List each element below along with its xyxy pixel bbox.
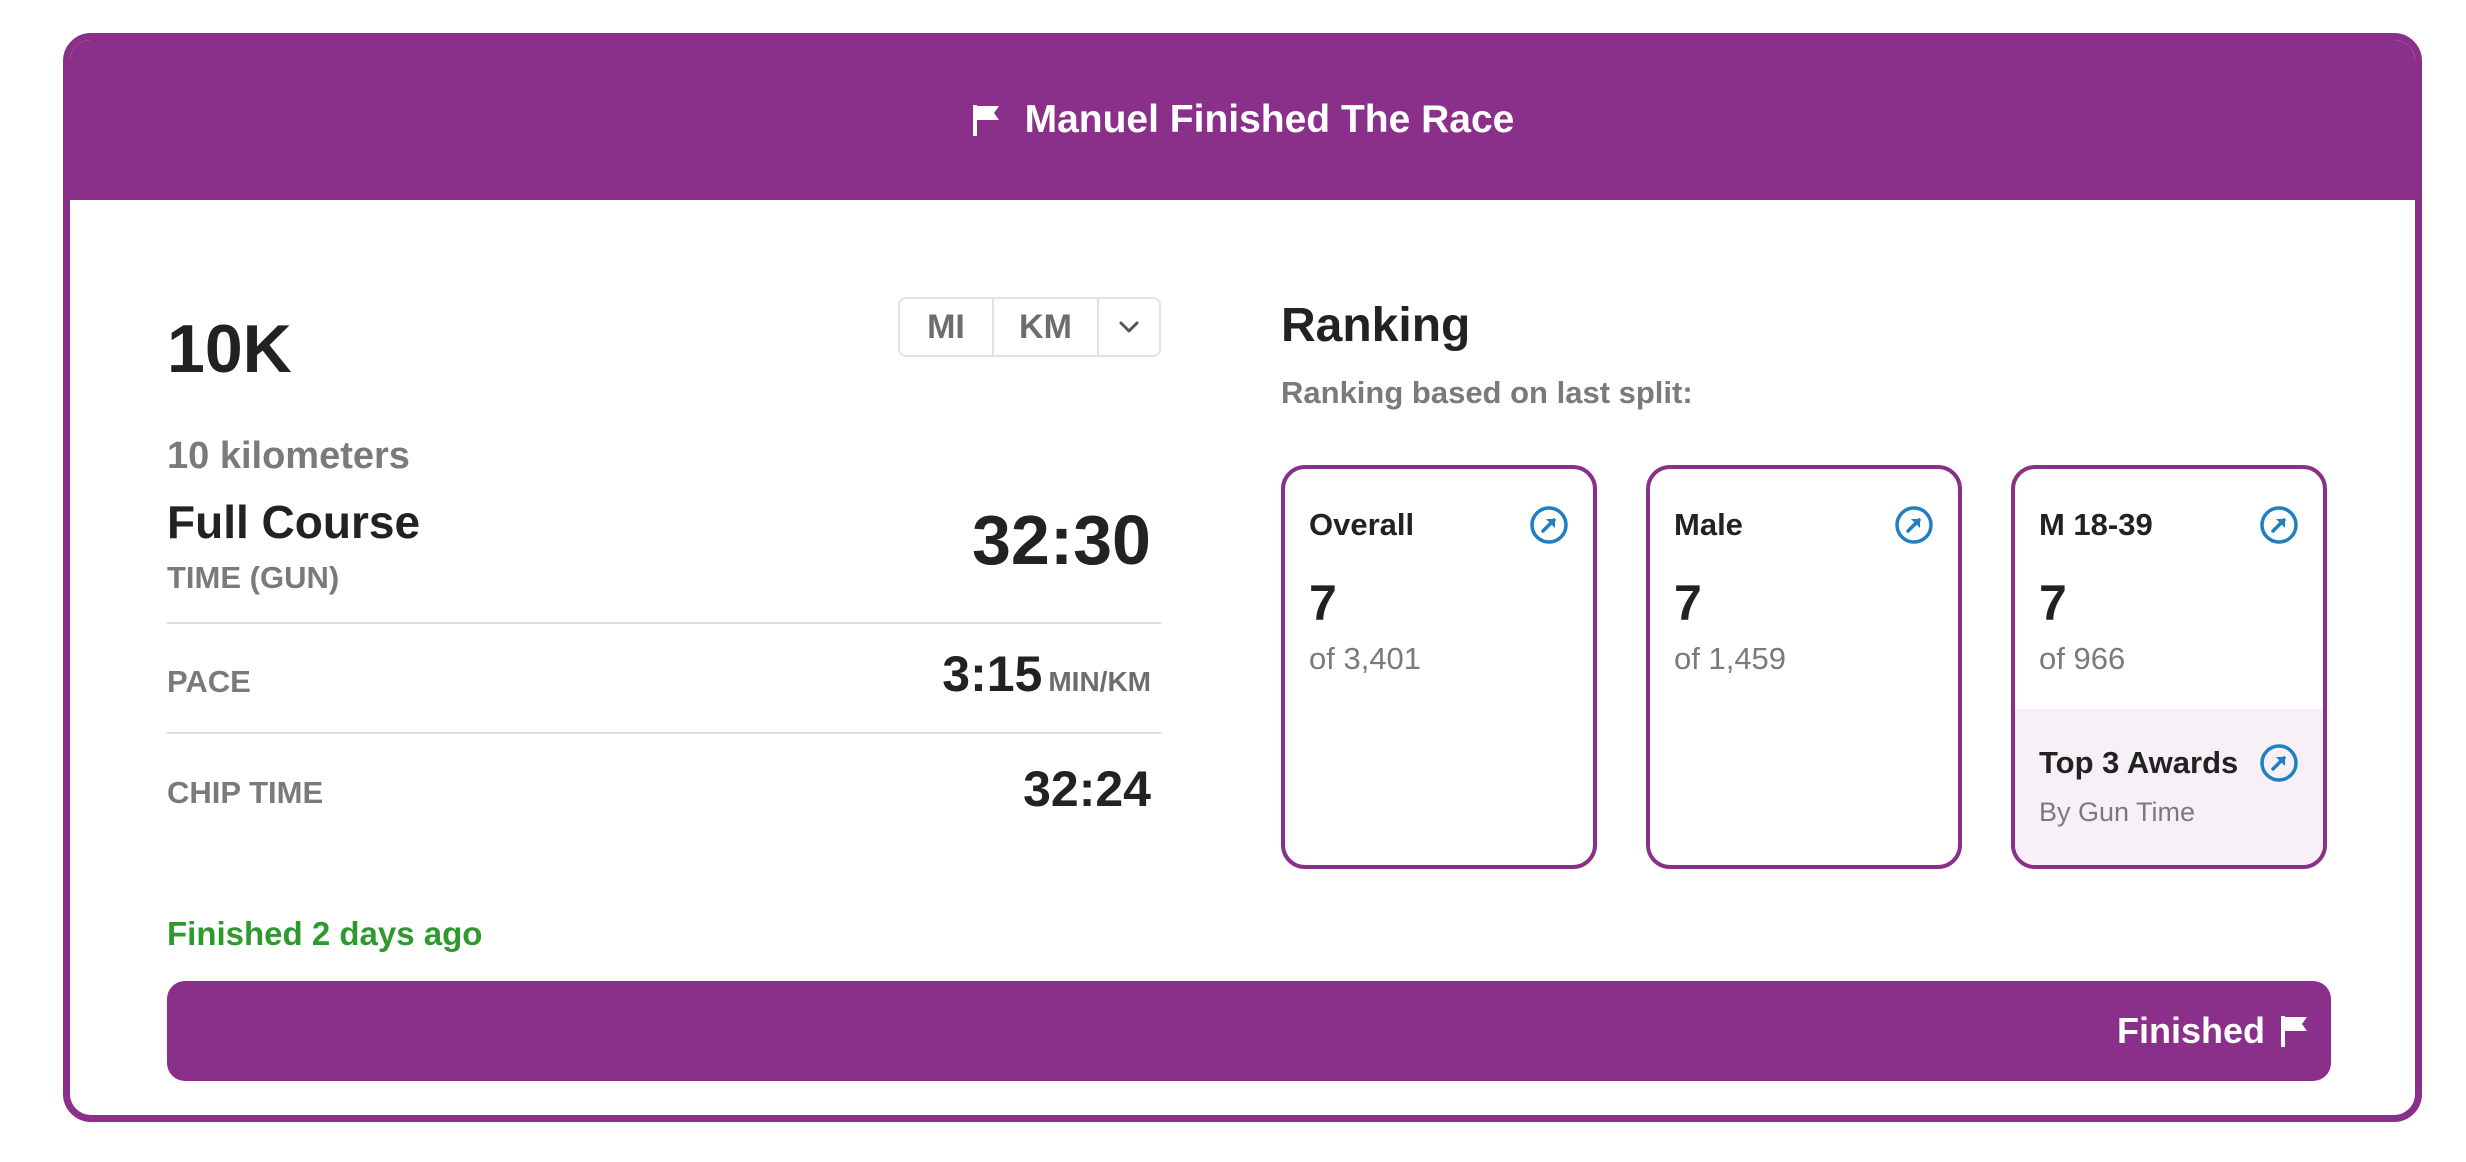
arrow-up-right-circle-icon[interactable]: [1529, 505, 1569, 545]
chip-time-value: 32:24: [1023, 761, 1151, 817]
ranking-place: 7: [2039, 575, 2067, 631]
gun-time-value: 32:30: [971, 501, 1151, 579]
unit-km-button[interactable]: KM: [994, 299, 1099, 355]
status-label: Finished: [2116, 1010, 2265, 1051]
card-header: Manuel Finished The Race: [70, 40, 2415, 200]
pace-unit: MIN/KM: [1048, 666, 1151, 697]
ranking-card-name: M 18-39: [2039, 507, 2153, 542]
ranking-total: of 3,401: [1309, 641, 1422, 676]
ranking-card-overall[interactable]: Overall 7 of 3,401: [1281, 465, 1597, 869]
ranking-total: of 966: [2039, 641, 2126, 676]
divider: [167, 732, 1161, 734]
arrow-up-right-circle-icon[interactable]: [2259, 743, 2299, 783]
finished-status-bar: Finished: [167, 981, 2331, 1081]
ranking-title: Ranking: [1281, 299, 1471, 352]
divider: [167, 622, 1161, 624]
ranking-subtitle: Ranking based on last split:: [1281, 375, 1693, 410]
race-result-card: Manuel Finished The Race 10K 10 kilomete…: [63, 33, 2422, 1122]
pace-label: PACE: [167, 664, 251, 699]
pace: 3:15 MIN/KM: [942, 645, 1151, 703]
distance-subtitle: 10 kilometers: [167, 435, 410, 477]
top-awards-section[interactable]: Top 3 Awards By Gun Time: [2015, 709, 2323, 865]
award-subtitle: By Gun Time: [2039, 797, 2196, 827]
ranking-card-name: Overall: [1309, 507, 1415, 542]
ranking-total: of 1,459: [1674, 641, 1787, 676]
chevron-down-icon: [1119, 321, 1139, 333]
finished-ago-text: Finished 2 days ago: [167, 915, 483, 952]
chip-time-label: CHIP TIME: [167, 775, 324, 810]
time-label: TIME (GUN): [167, 560, 340, 595]
unit-mi-button[interactable]: MI: [900, 299, 994, 355]
header-title: Manuel Finished The Race: [1024, 98, 1515, 141]
ranking-card-male[interactable]: Male 7 of 1,459: [1646, 465, 1962, 869]
pace-value: 3:15: [942, 646, 1043, 702]
course-name: Full Course: [167, 496, 421, 548]
flag-icon: [2281, 1016, 2307, 1047]
award-title: Top 3 Awards: [2039, 745, 2239, 780]
unit-dropdown-button[interactable]: [1099, 299, 1159, 355]
flag-icon: [972, 105, 999, 136]
ranking-card-age-group[interactable]: M 18-39 7 of 966 Top 3 Awards By Gun Tim…: [2011, 465, 2327, 869]
ranking-place: 7: [1309, 575, 1337, 631]
unit-toggle: MI KM: [898, 297, 1161, 357]
arrow-up-right-circle-icon[interactable]: [2259, 505, 2299, 545]
arrow-up-right-circle-icon[interactable]: [1894, 505, 1934, 545]
distance-title: 10K: [167, 311, 292, 387]
ranking-card-name: Male: [1674, 507, 1743, 542]
ranking-place: 7: [1674, 575, 1702, 631]
